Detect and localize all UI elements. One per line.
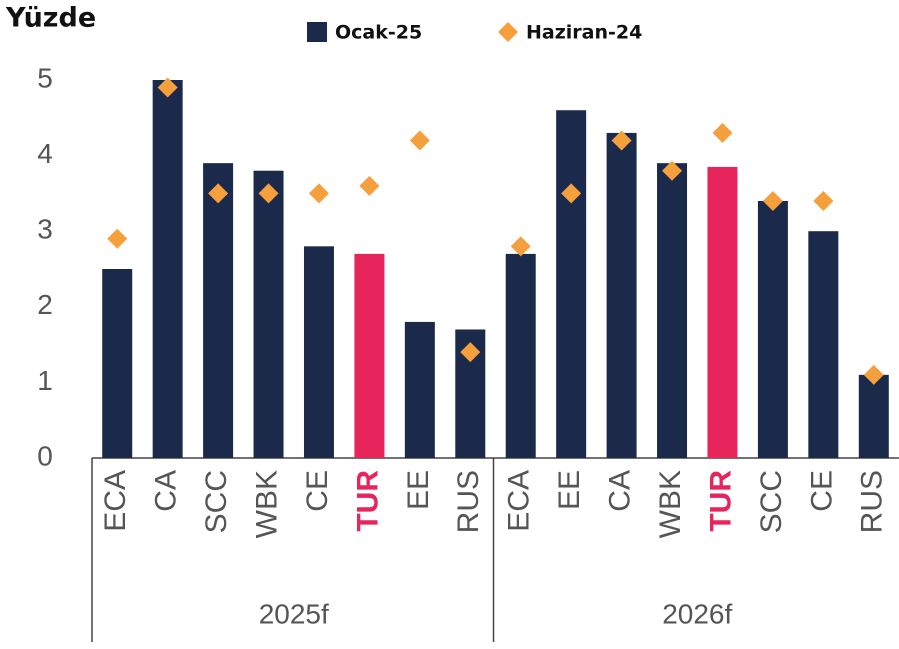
marker <box>510 236 531 257</box>
x-tick-label: TUR <box>704 470 737 532</box>
x-tick-label: CE <box>805 470 838 512</box>
y-tick-label: 4 <box>37 138 53 169</box>
bar <box>606 132 637 459</box>
bar <box>707 166 738 458</box>
x-tick-label: TUR <box>351 470 384 532</box>
marker <box>863 364 884 385</box>
bar <box>858 374 889 458</box>
y-tick-label: 3 <box>37 214 53 245</box>
marker <box>662 160 683 181</box>
x-tick-label: RUS <box>856 470 889 533</box>
marker <box>460 342 481 363</box>
legend-label: Ocak-25 <box>335 22 422 44</box>
bar <box>556 110 587 459</box>
x-tick-label: CE <box>301 470 334 512</box>
bar <box>253 170 284 458</box>
x-tick-label: SCC <box>200 470 233 533</box>
bar <box>102 269 133 458</box>
marker <box>561 183 582 204</box>
y-tick-label: 0 <box>37 440 53 471</box>
bar <box>404 321 435 458</box>
x-tick-label: WBK <box>250 470 283 538</box>
bar <box>505 253 536 458</box>
marker <box>712 122 733 143</box>
y-tick-label: 1 <box>37 365 53 396</box>
marker <box>308 183 329 204</box>
x-tick-label: EE <box>553 470 586 510</box>
bar <box>757 200 788 458</box>
legend-label: Haziran-24 <box>526 22 642 44</box>
marker <box>762 190 783 211</box>
marker <box>107 228 128 249</box>
x-tick-label: WBK <box>654 470 687 538</box>
marker <box>409 130 430 151</box>
bar <box>203 163 234 458</box>
x-tick-label: RUS <box>452 470 485 533</box>
x-tick-label: CA <box>150 470 183 512</box>
y-tick-label: 2 <box>37 289 53 320</box>
y-tick-label: 5 <box>37 62 53 93</box>
marker <box>258 183 279 204</box>
bar <box>152 80 183 458</box>
marker <box>611 130 632 151</box>
x-tick-label: ECA <box>503 470 536 532</box>
x-tick-label: CA <box>604 470 637 512</box>
chart-title: Yüzde <box>5 3 96 34</box>
bar <box>303 246 334 458</box>
bar <box>657 163 688 458</box>
legend-swatch <box>498 22 518 42</box>
group-label: 2025f <box>259 598 329 629</box>
x-tick-label: SCC <box>755 470 788 533</box>
marker <box>157 77 178 98</box>
x-tick-label: ECA <box>99 470 132 532</box>
bar <box>354 253 385 458</box>
group-label: 2026f <box>662 598 732 629</box>
marker <box>359 175 380 196</box>
bar <box>808 231 839 458</box>
x-tick-label: EE <box>402 470 435 510</box>
legend-swatch <box>307 22 327 42</box>
marker <box>813 190 834 211</box>
marker <box>208 183 229 204</box>
